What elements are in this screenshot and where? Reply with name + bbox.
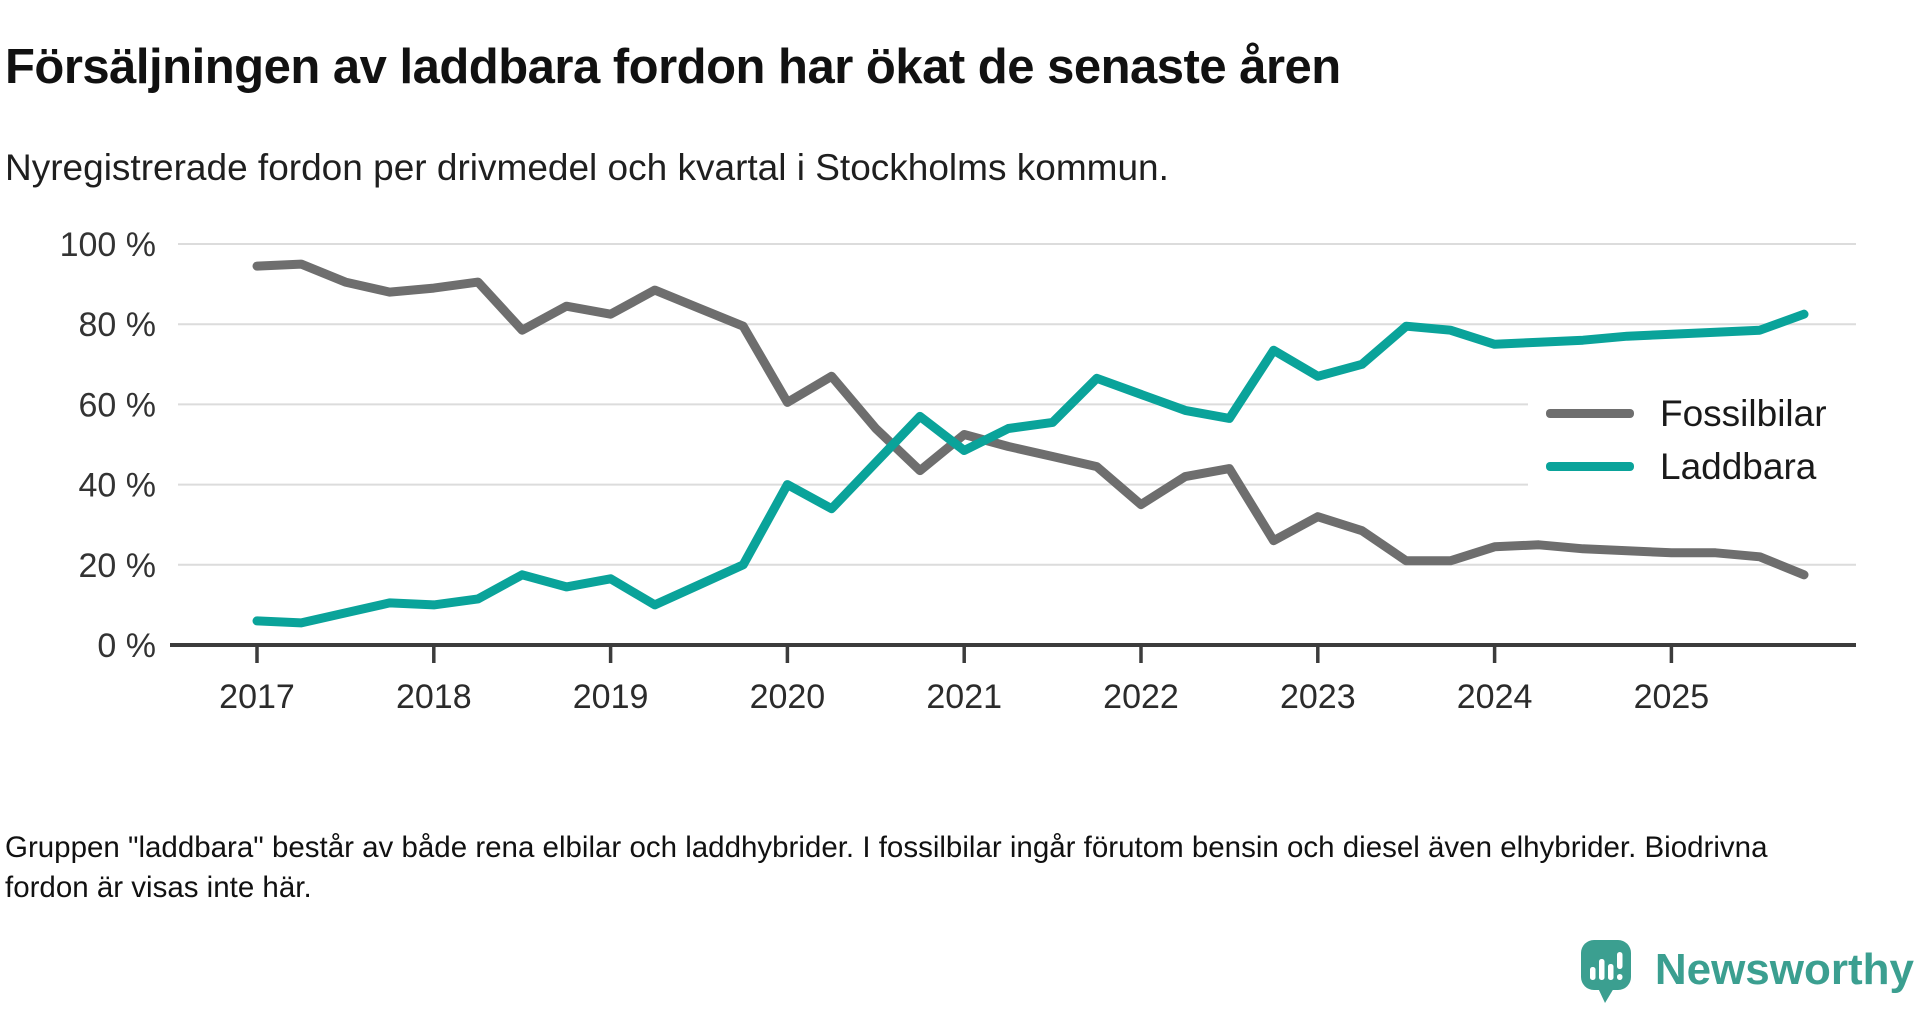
legend-label-laddbara: Laddbara — [1660, 446, 1817, 487]
newsworthy-logo-icon — [1580, 940, 1631, 1003]
legend-item-fossilbilar: Fossilbilar — [1528, 395, 1864, 432]
newsworthy-logo-text: Newsworthy — [1654, 945, 1914, 994]
newsworthy-logo: Newsworthy — [1580, 940, 1914, 1004]
series-line-fossilbilar — [252, 259, 1809, 580]
y-tick-label: 100 % — [60, 226, 156, 264]
x-tick-label: 2024 — [1457, 678, 1533, 716]
y-tick-label: 20 % — [79, 547, 157, 585]
x-tick-label: 2022 — [1103, 678, 1179, 716]
laddbara-line-swatch — [1546, 462, 1634, 471]
line-chart: 0 % 20 % 40 % 60 % 80 % 100 % 2017 2018 2019 2020… — [60, 226, 1856, 716]
chart-footnote: Gruppen "laddbara" består av både rena e… — [5, 830, 1768, 904]
x-tick-label: 2021 — [926, 678, 1002, 716]
x-tick-label: 2019 — [573, 678, 649, 716]
series-line-laddbara — [252, 309, 1809, 628]
y-tick-label: 60 % — [79, 386, 157, 424]
chart-legend: Fossilbilar Laddbara — [1528, 382, 1864, 498]
x-tick-label: 2025 — [1634, 678, 1710, 716]
x-tick-label: 2017 — [219, 678, 295, 716]
legend-label-fossilbilar: Fossilbilar — [1660, 393, 1827, 434]
y-tick-label: 0 % — [97, 627, 156, 665]
x-tick-label: 2018 — [396, 678, 472, 716]
y-tick-label: 80 % — [79, 306, 157, 344]
chart-subtitle: Nyregistrerade fordon per drivmedel och … — [5, 147, 1169, 188]
x-tick-label: 2023 — [1280, 678, 1356, 716]
x-tick-label: 2020 — [750, 678, 826, 716]
y-tick-label: 40 % — [79, 467, 157, 505]
chart-title: Försäljningen av laddbara fordon har öka… — [5, 39, 1341, 94]
legend-item-laddbara: Laddbara — [1528, 448, 1864, 485]
fossilbilar-line-swatch — [1546, 409, 1634, 418]
